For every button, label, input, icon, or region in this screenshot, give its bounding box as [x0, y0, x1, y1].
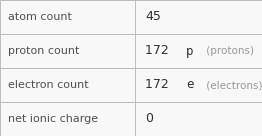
- Text: net ionic charge: net ionic charge: [8, 114, 98, 124]
- Text: electron count: electron count: [8, 80, 89, 90]
- Text: 172: 172: [145, 78, 173, 92]
- Text: 45: 45: [145, 10, 161, 24]
- Text: atom count: atom count: [8, 12, 72, 22]
- Text: 172: 172: [145, 44, 173, 58]
- Text: p: p: [186, 44, 194, 58]
- Text: (electrons): (electrons): [203, 80, 262, 90]
- Text: 0: 0: [145, 112, 154, 126]
- Text: proton count: proton count: [8, 46, 79, 56]
- Text: (protons): (protons): [203, 46, 254, 56]
- Text: e: e: [186, 78, 194, 92]
